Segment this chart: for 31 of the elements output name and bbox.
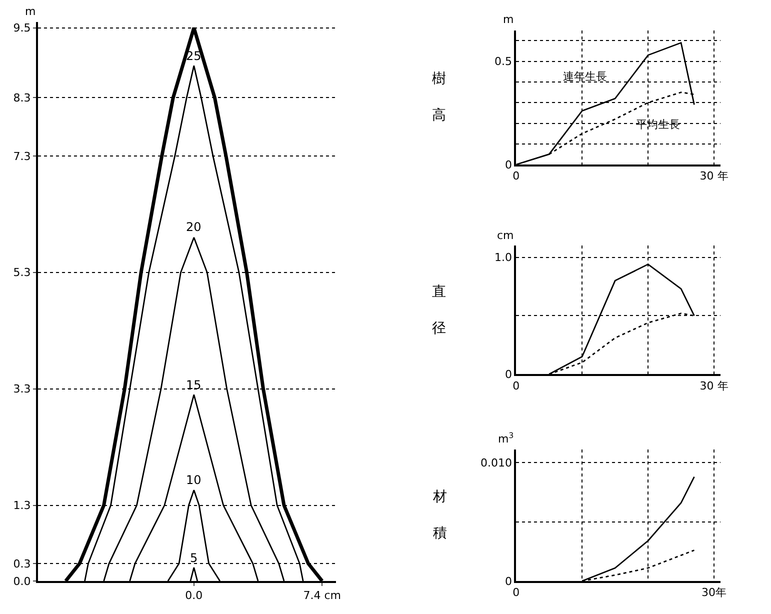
y-tick-label: 5.3 <box>13 266 31 280</box>
y-axis-title: m <box>25 5 36 18</box>
y-tick-label: 0.5 <box>494 55 512 68</box>
y-tick-label: 0.0 <box>13 574 31 588</box>
y-axis-title: m$^{3}$ <box>498 431 514 446</box>
chart-title: 樹高 <box>432 71 446 124</box>
y-tick-label: 1.0 <box>494 251 512 264</box>
x-tick-label: 30年 <box>702 586 727 600</box>
x-tick-label: 30 年 <box>700 170 728 183</box>
y-axis-title: m <box>503 13 514 26</box>
y-tick-label: 0.010 <box>480 456 512 470</box>
y-tick-label: 0 <box>504 158 512 172</box>
series-label: 5 <box>190 551 198 565</box>
y-tick-label: 1.3 <box>13 499 31 512</box>
y-tick-label: 0 <box>504 368 512 382</box>
series-label: 20 <box>186 220 202 234</box>
y-tick-label: 3.3 <box>13 382 31 396</box>
series-label: 10 <box>186 473 202 487</box>
series-label: 連年生長 <box>563 70 607 83</box>
y-axis-title: cm <box>497 229 514 242</box>
y-tick-label: 8.3 <box>13 92 31 105</box>
chart-title: 材積 <box>433 489 447 542</box>
x-tick-label: 0.0 <box>185 589 203 602</box>
y-tick-label: 0.3 <box>13 557 31 570</box>
y-tick-label: 9.5 <box>13 22 31 35</box>
series-label: 25 <box>186 49 202 63</box>
y-tick-label: 7.3 <box>13 150 31 163</box>
x-tick-label: 7.4 cm <box>303 589 342 602</box>
y-tick-label: 0 <box>504 574 512 588</box>
x-tick-label: 30 年 <box>700 379 728 392</box>
chart-title: 直径 <box>432 284 446 336</box>
